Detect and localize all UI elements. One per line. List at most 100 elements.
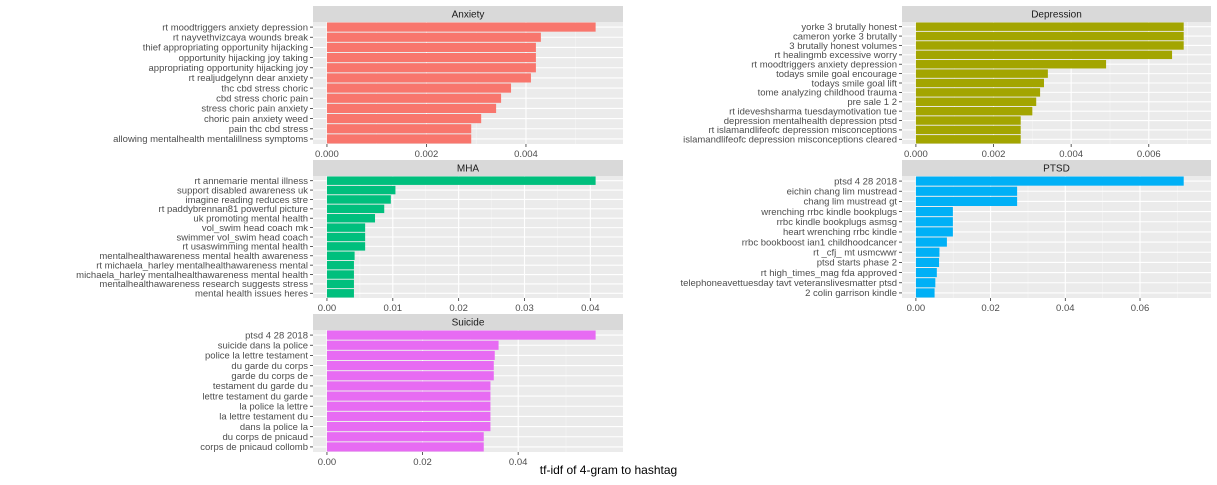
anxiety-category-label: allowing mentalhealth mentalillness symp… xyxy=(113,134,308,145)
anxiety-category-label: stress choric pain anxiety xyxy=(201,104,308,115)
depression-bar xyxy=(915,50,1173,60)
suicide-category-label: du corps de pnicaud xyxy=(222,432,308,443)
depression-bar xyxy=(915,125,1021,135)
depression-bar xyxy=(915,116,1021,125)
depression-bar xyxy=(915,97,1037,106)
anxiety-bar xyxy=(326,134,472,144)
mha-bar xyxy=(326,232,366,242)
mha-bar xyxy=(326,185,396,195)
depression-category-label: todays smile goal encourage xyxy=(776,69,897,80)
anxiety-category-label: rt realjudgelynn dear anxiety xyxy=(189,73,309,84)
ptsd-category-label: ptsd 4 28 2018 xyxy=(834,176,897,187)
anxiety-bar xyxy=(326,114,482,124)
mha-bar xyxy=(326,176,596,185)
mha-bar xyxy=(326,289,354,298)
suicide-category-label: ptsd 4 28 2018 xyxy=(245,330,308,341)
ptsd-x-tick-label: 0.04 xyxy=(1056,303,1075,314)
mha-strip-label: MHA xyxy=(457,164,480,175)
mha-category-label: mentalhealthawareness mental health awar… xyxy=(99,251,308,262)
mha-category-label: mentalhealthawareness research suggests … xyxy=(99,279,308,290)
suicide-category-label: testament du garde du xyxy=(213,381,308,392)
ptsd-bar xyxy=(915,247,940,257)
mha-category-label: mental health issues heres xyxy=(195,289,308,300)
depression-category-label: rt islamandlifeofc depression misconcept… xyxy=(708,125,897,136)
suicide-x-tick-label: 0.02 xyxy=(413,457,432,468)
depression-category-label: depression mentalhealth depression ptsd xyxy=(724,116,897,127)
mha-bar xyxy=(326,260,354,270)
depression-bar xyxy=(915,31,1184,41)
mha-bar xyxy=(326,270,354,279)
anxiety-x-tick-label: 0.002 xyxy=(415,149,439,160)
ptsd-category-label: chang lim mustread gt xyxy=(804,197,898,208)
ptsd-bar xyxy=(915,176,1184,186)
depression-category-label: yorke 3 brutally honest xyxy=(801,22,897,33)
depression-bar xyxy=(915,69,1048,78)
ptsd-category-label: wrenching rrbc kindle bookplugs xyxy=(760,207,897,218)
depression-bar xyxy=(915,41,1184,50)
ptsd-category-label: heart wrenching rrbc kindle xyxy=(783,227,897,238)
suicide-category-label: la lettre testament du xyxy=(219,412,308,423)
mha-bar xyxy=(326,214,376,223)
depression-bar xyxy=(915,60,1107,69)
ptsd-bar xyxy=(915,288,935,298)
suicide-bar xyxy=(326,350,495,360)
mha-strip xyxy=(313,160,623,176)
mha-bar xyxy=(326,242,366,251)
ptsd-bar xyxy=(915,196,1018,206)
mha-x-tick-label: 0.03 xyxy=(515,303,534,314)
ptsd-x-tick-label: 0.06 xyxy=(1131,303,1150,314)
mha-category-label: rt michaela_harley mentalhealthawareness… xyxy=(96,260,308,271)
ptsd-bar xyxy=(915,268,937,278)
anxiety-bar xyxy=(326,93,502,103)
ptsd-category-label: rt _cfj_ mt usmcwwr xyxy=(813,248,897,259)
mha-category-label: michaela_harley mentalhealthawareness me… xyxy=(76,270,308,281)
depression-category-label: islamandlifeofc depression misconception… xyxy=(683,135,897,146)
anxiety-x-tick-label: 0.000 xyxy=(315,149,339,160)
depression-category-label: pre sale 1 2 xyxy=(847,97,897,108)
mha-bar xyxy=(326,195,391,204)
anxiety-x-tick-label: 0.004 xyxy=(514,149,538,160)
mha-category-label: rt usaswimming mental health xyxy=(182,242,308,253)
mha-category-label: swimmer vol_swim head coach xyxy=(177,232,308,243)
anxiety-category-label: thief appropriating opportunity hijackin… xyxy=(143,43,308,54)
depression-strip xyxy=(902,6,1211,22)
depression-bar xyxy=(915,78,1044,88)
mha-category-label: rt annemarie mental illness xyxy=(194,176,308,187)
depression-category-label: todays smile goal lift xyxy=(811,78,897,89)
ptsd-x-tick-label: 0.00 xyxy=(907,303,926,314)
ptsd-category-label: rrbc bookboost ian1 childhoodcancer xyxy=(742,237,897,248)
depression-category-label: tome analyzing childhood trauma xyxy=(758,88,898,99)
anxiety-bar xyxy=(326,73,531,83)
depression-category-label: rt moodtriggers anxiety depression xyxy=(751,60,897,71)
anxiety-bar xyxy=(326,63,536,73)
anxiety-category-label: cbd stress choric pain xyxy=(216,94,308,105)
suicide-bar xyxy=(326,411,491,421)
ptsd-category-label: ptsd starts phase 2 xyxy=(817,258,897,269)
suicide-bar xyxy=(326,381,491,391)
depression-bar xyxy=(915,88,1041,97)
suicide-bar xyxy=(326,361,494,371)
mha-bar xyxy=(326,279,354,289)
ptsd-category-label: telephoneavettuesday tavt veteranslivesm… xyxy=(680,278,897,289)
mha-category-label: uk promoting mental health xyxy=(193,214,308,225)
ptsd-x-tick-label: 0.02 xyxy=(981,303,1000,314)
suicide-bar xyxy=(326,422,491,432)
mha-x-tick-label: 0.01 xyxy=(384,303,403,314)
ptsd-bar xyxy=(915,217,953,227)
ptsd-category-label: rt high_times_mag fda approved xyxy=(761,268,897,279)
depression-category-label: rt ideveshsharma tuesdaymotivation tue xyxy=(729,106,897,117)
suicide-bar xyxy=(326,391,491,401)
ptsd-category-label: 2 colin garrison kindle xyxy=(805,288,897,299)
suicide-category-label: dans la police la xyxy=(240,422,309,433)
suicide-category-label: suicide dans la police xyxy=(218,341,308,352)
suicide-bar xyxy=(326,442,484,452)
mha-x-tick-label: 0.04 xyxy=(581,303,600,314)
anxiety-category-label: choric pain anxiety weed xyxy=(204,114,308,125)
anxiety-strip xyxy=(313,6,623,22)
suicide-bar xyxy=(326,340,499,350)
ptsd-category-label: eichin chang lim mustread xyxy=(787,187,897,198)
suicide-category-label: la police la lettre xyxy=(239,402,308,413)
mha-category-label: support disabled awareness uk xyxy=(177,185,308,196)
ptsd-bar xyxy=(915,237,947,247)
